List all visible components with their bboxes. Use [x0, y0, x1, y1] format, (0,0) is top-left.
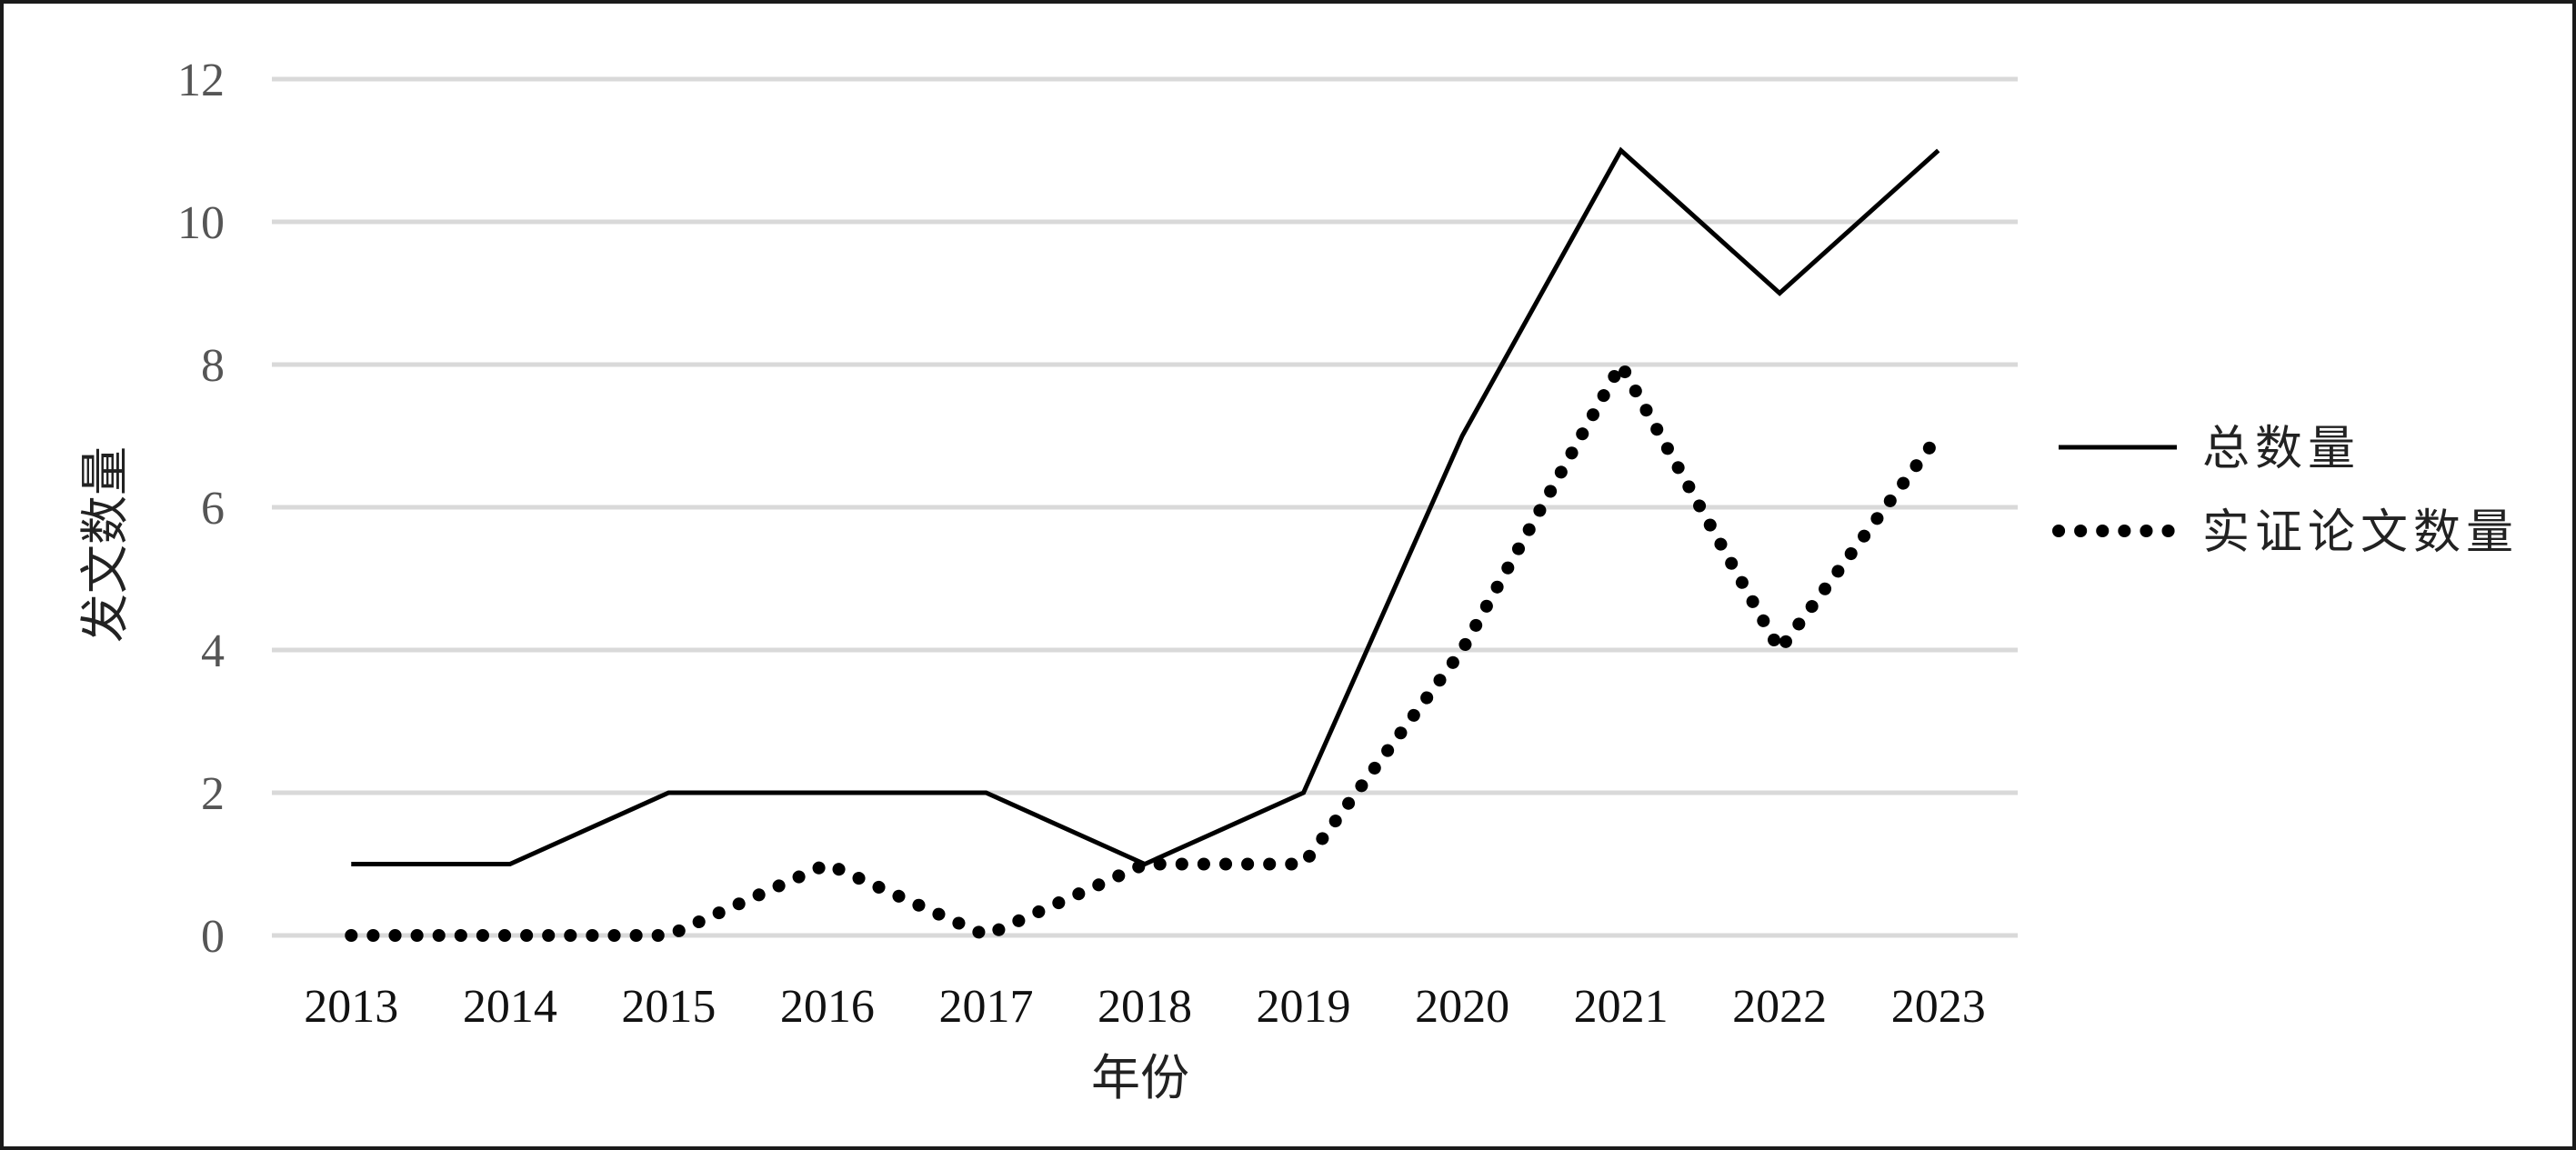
series-lines: [345, 146, 1945, 942]
x-axis-title: 年份: [1091, 1049, 1189, 1106]
y-tick-label: 8: [201, 340, 225, 392]
x-tick-label: 2020: [1415, 981, 1509, 1033]
gridlines: [272, 76, 2018, 938]
y-tick-label: 4: [201, 625, 225, 677]
x-tick-label: 2021: [1574, 981, 1669, 1033]
y-tick-label: 12: [177, 55, 225, 106]
x-tick-label: 2022: [1732, 981, 1827, 1033]
y-axis-ticks: 0 2 4 6 8 10 12: [177, 55, 225, 963]
y-tick-label: 0: [201, 911, 225, 963]
x-tick-label: 2019: [1257, 981, 1351, 1033]
x-tick-label: 2023: [1891, 981, 1986, 1033]
x-tick-label: 2018: [1098, 981, 1192, 1033]
legend-label-0: 总数量: [2202, 422, 2360, 476]
legend-label-1: 实证论文数量: [2202, 505, 2519, 560]
series-line-1: [345, 358, 1945, 942]
x-tick-label: 2017: [938, 981, 1033, 1033]
y-tick-label: 2: [201, 768, 225, 820]
y-tick-label: 6: [201, 483, 225, 535]
x-tick-label: 2016: [780, 981, 875, 1033]
y-tick-label: 10: [177, 197, 225, 249]
x-tick-label: 2014: [463, 981, 557, 1033]
y-axis-title: 发文数量: [76, 446, 134, 643]
x-axis-ticks: 2013 2014 2015 2016 2017 2018 2019 2020 2021 2022…: [304, 981, 1985, 1033]
series-line-0: [351, 146, 1940, 867]
x-tick-label: 2013: [304, 981, 398, 1033]
x-tick-label: 2015: [621, 981, 716, 1033]
